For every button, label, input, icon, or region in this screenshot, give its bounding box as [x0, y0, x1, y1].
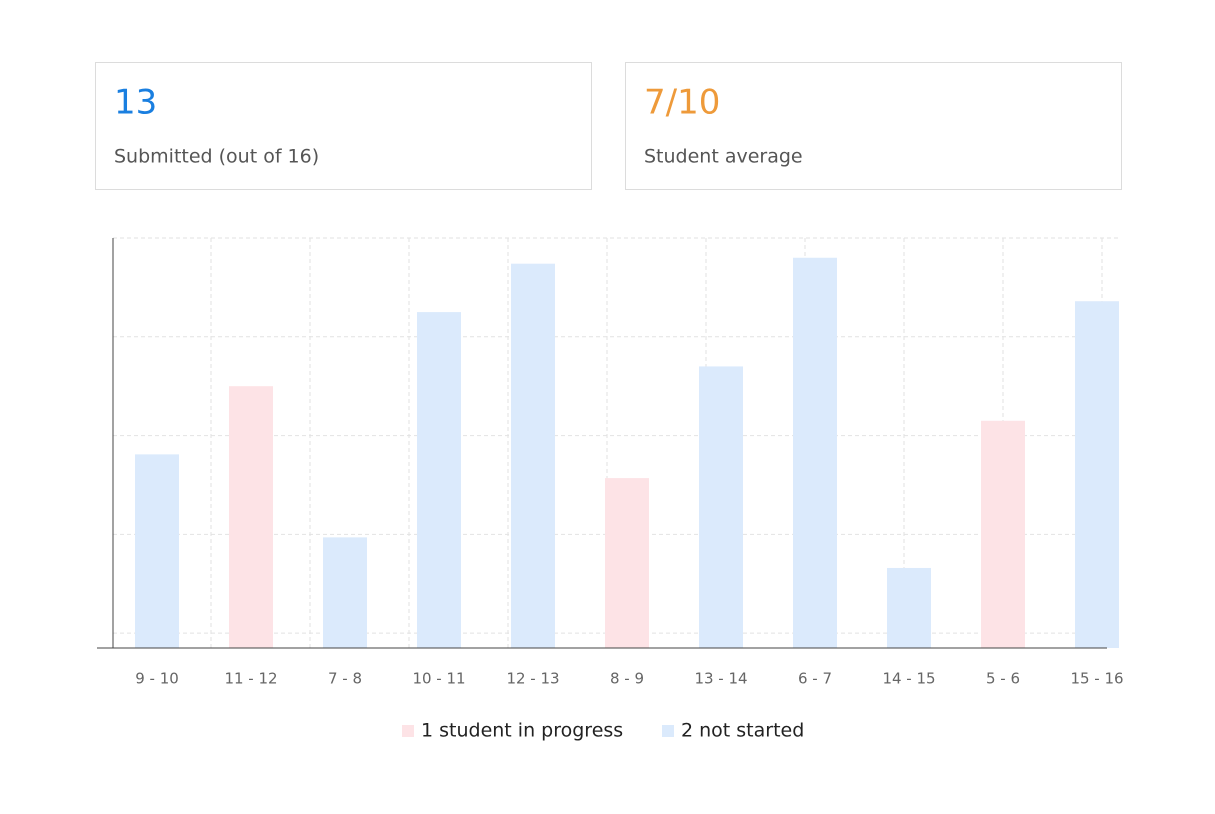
x-tick-label: 5 - 6	[986, 670, 1020, 688]
x-tick-label: 12 - 13	[506, 670, 559, 688]
x-tick-label: 6 - 7	[798, 670, 832, 688]
legend-swatch	[402, 725, 414, 737]
bar	[699, 366, 743, 648]
stat-value: 13	[114, 83, 157, 123]
stat-label: Student average	[644, 146, 803, 168]
bar	[605, 478, 649, 648]
x-tick-label: 13 - 14	[694, 670, 747, 688]
x-tick-label: 8 - 9	[610, 670, 644, 688]
stat-value: 7/10	[644, 83, 720, 123]
legend-label: 1 student in progress	[421, 720, 623, 742]
stat-card	[625, 62, 1122, 190]
bar	[229, 386, 273, 648]
bars	[135, 257, 1119, 648]
bar	[135, 454, 179, 648]
x-tick-label: 7 - 8	[328, 670, 362, 688]
x-tick-label: 10 - 11	[412, 670, 465, 688]
bar	[323, 537, 367, 648]
x-tick-label: 15 - 16	[1070, 670, 1123, 688]
x-tick-label: 11 - 12	[224, 670, 277, 688]
bar	[511, 263, 555, 648]
legend-label: 2 not started	[681, 720, 804, 742]
stat-label: Submitted (out of 16)	[114, 146, 319, 168]
bar	[793, 257, 837, 648]
x-tick-label: 9 - 10	[135, 670, 179, 688]
legend: 1 student in progress 2 not started	[402, 720, 804, 742]
bar	[887, 567, 931, 648]
bar	[981, 420, 1025, 648]
x-tick-label: 14 - 15	[882, 670, 935, 688]
bar	[1075, 301, 1119, 648]
stat-card	[95, 62, 592, 190]
bar	[417, 312, 461, 648]
legend-swatch	[662, 725, 674, 737]
